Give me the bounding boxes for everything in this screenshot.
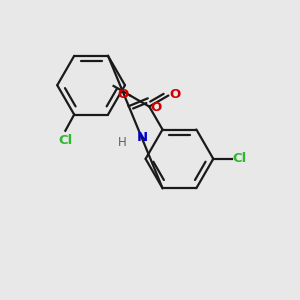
Text: Cl: Cl bbox=[233, 152, 247, 165]
Text: O: O bbox=[118, 88, 129, 101]
Text: Cl: Cl bbox=[58, 134, 73, 147]
Text: H: H bbox=[117, 136, 126, 149]
Text: O: O bbox=[169, 88, 181, 101]
Text: N: N bbox=[136, 131, 147, 144]
Text: O: O bbox=[151, 101, 162, 114]
